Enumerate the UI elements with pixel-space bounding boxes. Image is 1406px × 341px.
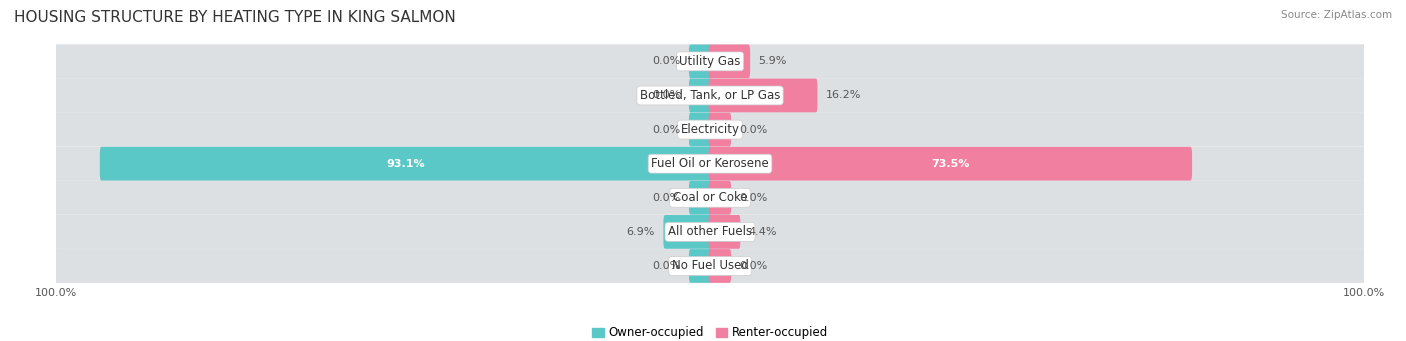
Bar: [56, 44, 1364, 78]
Text: Electricity: Electricity: [681, 123, 740, 136]
Text: Utility Gas: Utility Gas: [679, 55, 741, 68]
Text: 0.0%: 0.0%: [652, 261, 681, 271]
FancyBboxPatch shape: [55, 45, 711, 78]
FancyBboxPatch shape: [709, 215, 741, 249]
FancyBboxPatch shape: [709, 147, 1192, 180]
Text: Bottled, Tank, or LP Gas: Bottled, Tank, or LP Gas: [640, 89, 780, 102]
Text: 73.5%: 73.5%: [931, 159, 970, 169]
FancyBboxPatch shape: [55, 249, 711, 283]
Legend: Owner-occupied, Renter-occupied: Owner-occupied, Renter-occupied: [586, 322, 834, 341]
Bar: [56, 78, 1364, 113]
Text: 0.0%: 0.0%: [652, 193, 681, 203]
FancyBboxPatch shape: [709, 249, 1365, 283]
Bar: [56, 215, 1364, 249]
Bar: [56, 147, 1364, 181]
FancyBboxPatch shape: [55, 113, 711, 146]
FancyBboxPatch shape: [709, 181, 731, 214]
Bar: [56, 113, 1364, 147]
Text: 5.9%: 5.9%: [758, 56, 787, 66]
Text: 0.0%: 0.0%: [740, 261, 768, 271]
FancyBboxPatch shape: [689, 45, 711, 78]
FancyBboxPatch shape: [55, 147, 711, 180]
Bar: [56, 249, 1364, 283]
FancyBboxPatch shape: [709, 113, 731, 146]
Text: HOUSING STRUCTURE BY HEATING TYPE IN KING SALMON: HOUSING STRUCTURE BY HEATING TYPE IN KIN…: [14, 10, 456, 25]
FancyBboxPatch shape: [55, 215, 711, 249]
Text: 4.4%: 4.4%: [748, 227, 778, 237]
FancyBboxPatch shape: [100, 147, 711, 180]
Text: 16.2%: 16.2%: [825, 90, 860, 101]
FancyBboxPatch shape: [709, 45, 751, 78]
Text: Coal or Coke: Coal or Coke: [672, 191, 748, 204]
Text: 0.0%: 0.0%: [740, 124, 768, 135]
FancyBboxPatch shape: [709, 79, 1365, 112]
FancyBboxPatch shape: [689, 113, 711, 146]
Text: 0.0%: 0.0%: [652, 56, 681, 66]
FancyBboxPatch shape: [709, 249, 731, 283]
FancyBboxPatch shape: [689, 249, 711, 283]
Text: No Fuel Used: No Fuel Used: [672, 260, 748, 272]
Text: 0.0%: 0.0%: [740, 193, 768, 203]
FancyBboxPatch shape: [709, 45, 1365, 78]
Bar: [56, 181, 1364, 215]
FancyBboxPatch shape: [689, 79, 711, 112]
FancyBboxPatch shape: [55, 79, 711, 112]
FancyBboxPatch shape: [689, 181, 711, 214]
Text: Source: ZipAtlas.com: Source: ZipAtlas.com: [1281, 10, 1392, 20]
FancyBboxPatch shape: [709, 181, 1365, 214]
FancyBboxPatch shape: [55, 181, 711, 214]
Text: All other Fuels: All other Fuels: [668, 225, 752, 238]
Text: 0.0%: 0.0%: [652, 124, 681, 135]
Text: Fuel Oil or Kerosene: Fuel Oil or Kerosene: [651, 157, 769, 170]
FancyBboxPatch shape: [709, 113, 1365, 146]
Text: 0.0%: 0.0%: [652, 90, 681, 101]
FancyBboxPatch shape: [709, 147, 1365, 180]
FancyBboxPatch shape: [709, 79, 817, 112]
Text: 6.9%: 6.9%: [627, 227, 655, 237]
Text: 93.1%: 93.1%: [387, 159, 425, 169]
FancyBboxPatch shape: [664, 215, 711, 249]
FancyBboxPatch shape: [709, 215, 1365, 249]
